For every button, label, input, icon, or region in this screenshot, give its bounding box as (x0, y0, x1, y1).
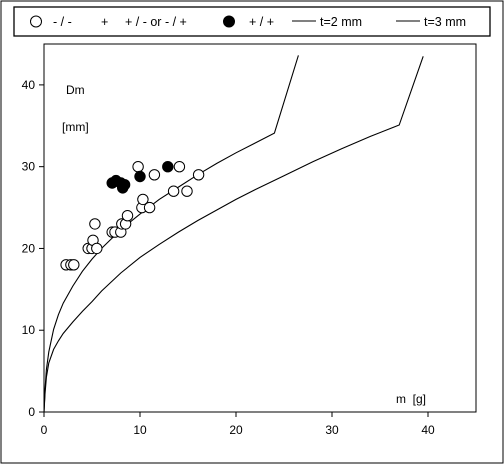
legend: - / - + + / - or - / + + / + t=2 mm t=3 … (13, 6, 491, 37)
plot-area (43, 43, 477, 413)
y-axis-unit: [mm] (62, 120, 89, 134)
curve-t-3-mm (43, 56, 424, 413)
axis-ticks: 0 10 20 30 40 0 10 20 30 40 (22, 78, 435, 437)
open-data-point (91, 242, 103, 255)
open-data-point (173, 161, 186, 173)
open-data-point (137, 193, 149, 206)
open-data-point (121, 210, 134, 222)
legend-label-minus-minus: - / - (53, 15, 72, 29)
data-points (60, 161, 205, 271)
open-data-point (192, 169, 205, 181)
legend-open-circle-icon (30, 15, 42, 28)
legend-label-plus-minus: + / - or - / + (125, 15, 187, 29)
x-tick-label: 10 (133, 423, 147, 437)
open-data-point (89, 218, 101, 230)
legend-label-t2: t=2 mm (320, 15, 362, 29)
filled-data-point (118, 179, 131, 191)
y-tick-label: 20 (22, 241, 36, 255)
y-tick-label: 0 (28, 405, 35, 419)
filled-data-point (134, 170, 146, 183)
open-data-point (132, 161, 144, 173)
x-tick-label: 40 (421, 423, 435, 437)
y-tick-label: 40 (22, 78, 36, 92)
open-data-point (68, 259, 80, 271)
legend-filled-circle-icon (223, 15, 235, 28)
open-data-point (143, 201, 156, 214)
open-data-point (181, 185, 193, 197)
y-tick-label: 30 (22, 160, 36, 174)
x-axis-title: m [g] (396, 392, 426, 406)
x-tick-label: 30 (325, 423, 339, 437)
legend-label-t3: t=3 mm (424, 15, 466, 29)
filled-data-point (162, 161, 174, 173)
x-tick-label: 20 (229, 423, 243, 437)
open-data-point (167, 185, 180, 197)
y-axis-title: Dm (66, 83, 85, 97)
open-data-point (148, 169, 161, 181)
legend-plus-icon: + (101, 15, 108, 29)
legend-label-plus-plus: + / + (249, 15, 274, 29)
y-tick-label: 10 (22, 323, 36, 337)
x-tick-label: 0 (41, 423, 48, 437)
